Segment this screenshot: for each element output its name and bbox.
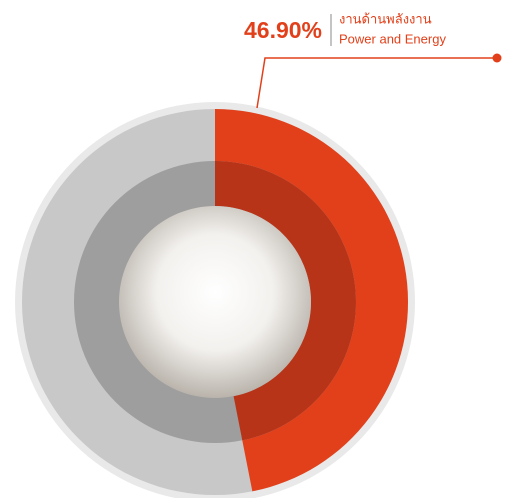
value-label: 46.90% (244, 17, 322, 43)
donut-hole (119, 206, 311, 398)
category-label-local: งานด้านพลังงาน (339, 11, 432, 26)
leader-line (256, 57, 497, 109)
leader-dot (492, 53, 502, 63)
donut-slice (215, 109, 408, 492)
donut-slice-inner (215, 161, 356, 441)
category-label: Power and Energy (339, 31, 446, 46)
